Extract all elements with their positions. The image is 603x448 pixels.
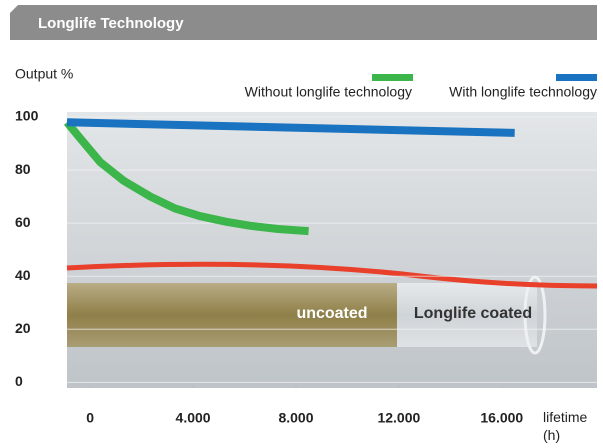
tube-end xyxy=(523,275,547,355)
series-line xyxy=(66,118,515,137)
annotation: Longlife coated xyxy=(414,305,532,322)
y-tick-label: 20 xyxy=(15,320,31,336)
x-tick-label: 0 xyxy=(86,410,94,426)
y-tick-label: 80 xyxy=(15,161,31,177)
legend-label: Without longlife technology xyxy=(245,84,412,100)
legend-label: With longlife technology xyxy=(449,84,597,100)
annotation: uncoated xyxy=(296,305,367,322)
y-tick-label: 60 xyxy=(15,214,31,230)
wire xyxy=(66,261,598,289)
y-tick-label: 100 xyxy=(15,108,39,124)
tube-uncoated xyxy=(67,283,397,347)
x-tick-label: 12.000 xyxy=(377,410,420,426)
x-tick-label: 8.000 xyxy=(278,410,313,426)
legend-swatch xyxy=(372,74,413,81)
legend-swatch xyxy=(556,74,597,81)
y-tick-label: 0 xyxy=(15,373,23,389)
x-axis-label: lifetime (h) xyxy=(543,409,588,443)
header-title: Longlife Technology xyxy=(38,15,184,32)
header-bar xyxy=(10,5,597,40)
y-tick-label: 40 xyxy=(15,267,31,283)
x-tick-label: 16.000 xyxy=(480,410,523,426)
x-tick-label: 4.000 xyxy=(176,410,211,426)
series-line xyxy=(63,119,309,236)
y-axis-label: Output % xyxy=(15,66,73,82)
tube-coated xyxy=(397,283,537,347)
